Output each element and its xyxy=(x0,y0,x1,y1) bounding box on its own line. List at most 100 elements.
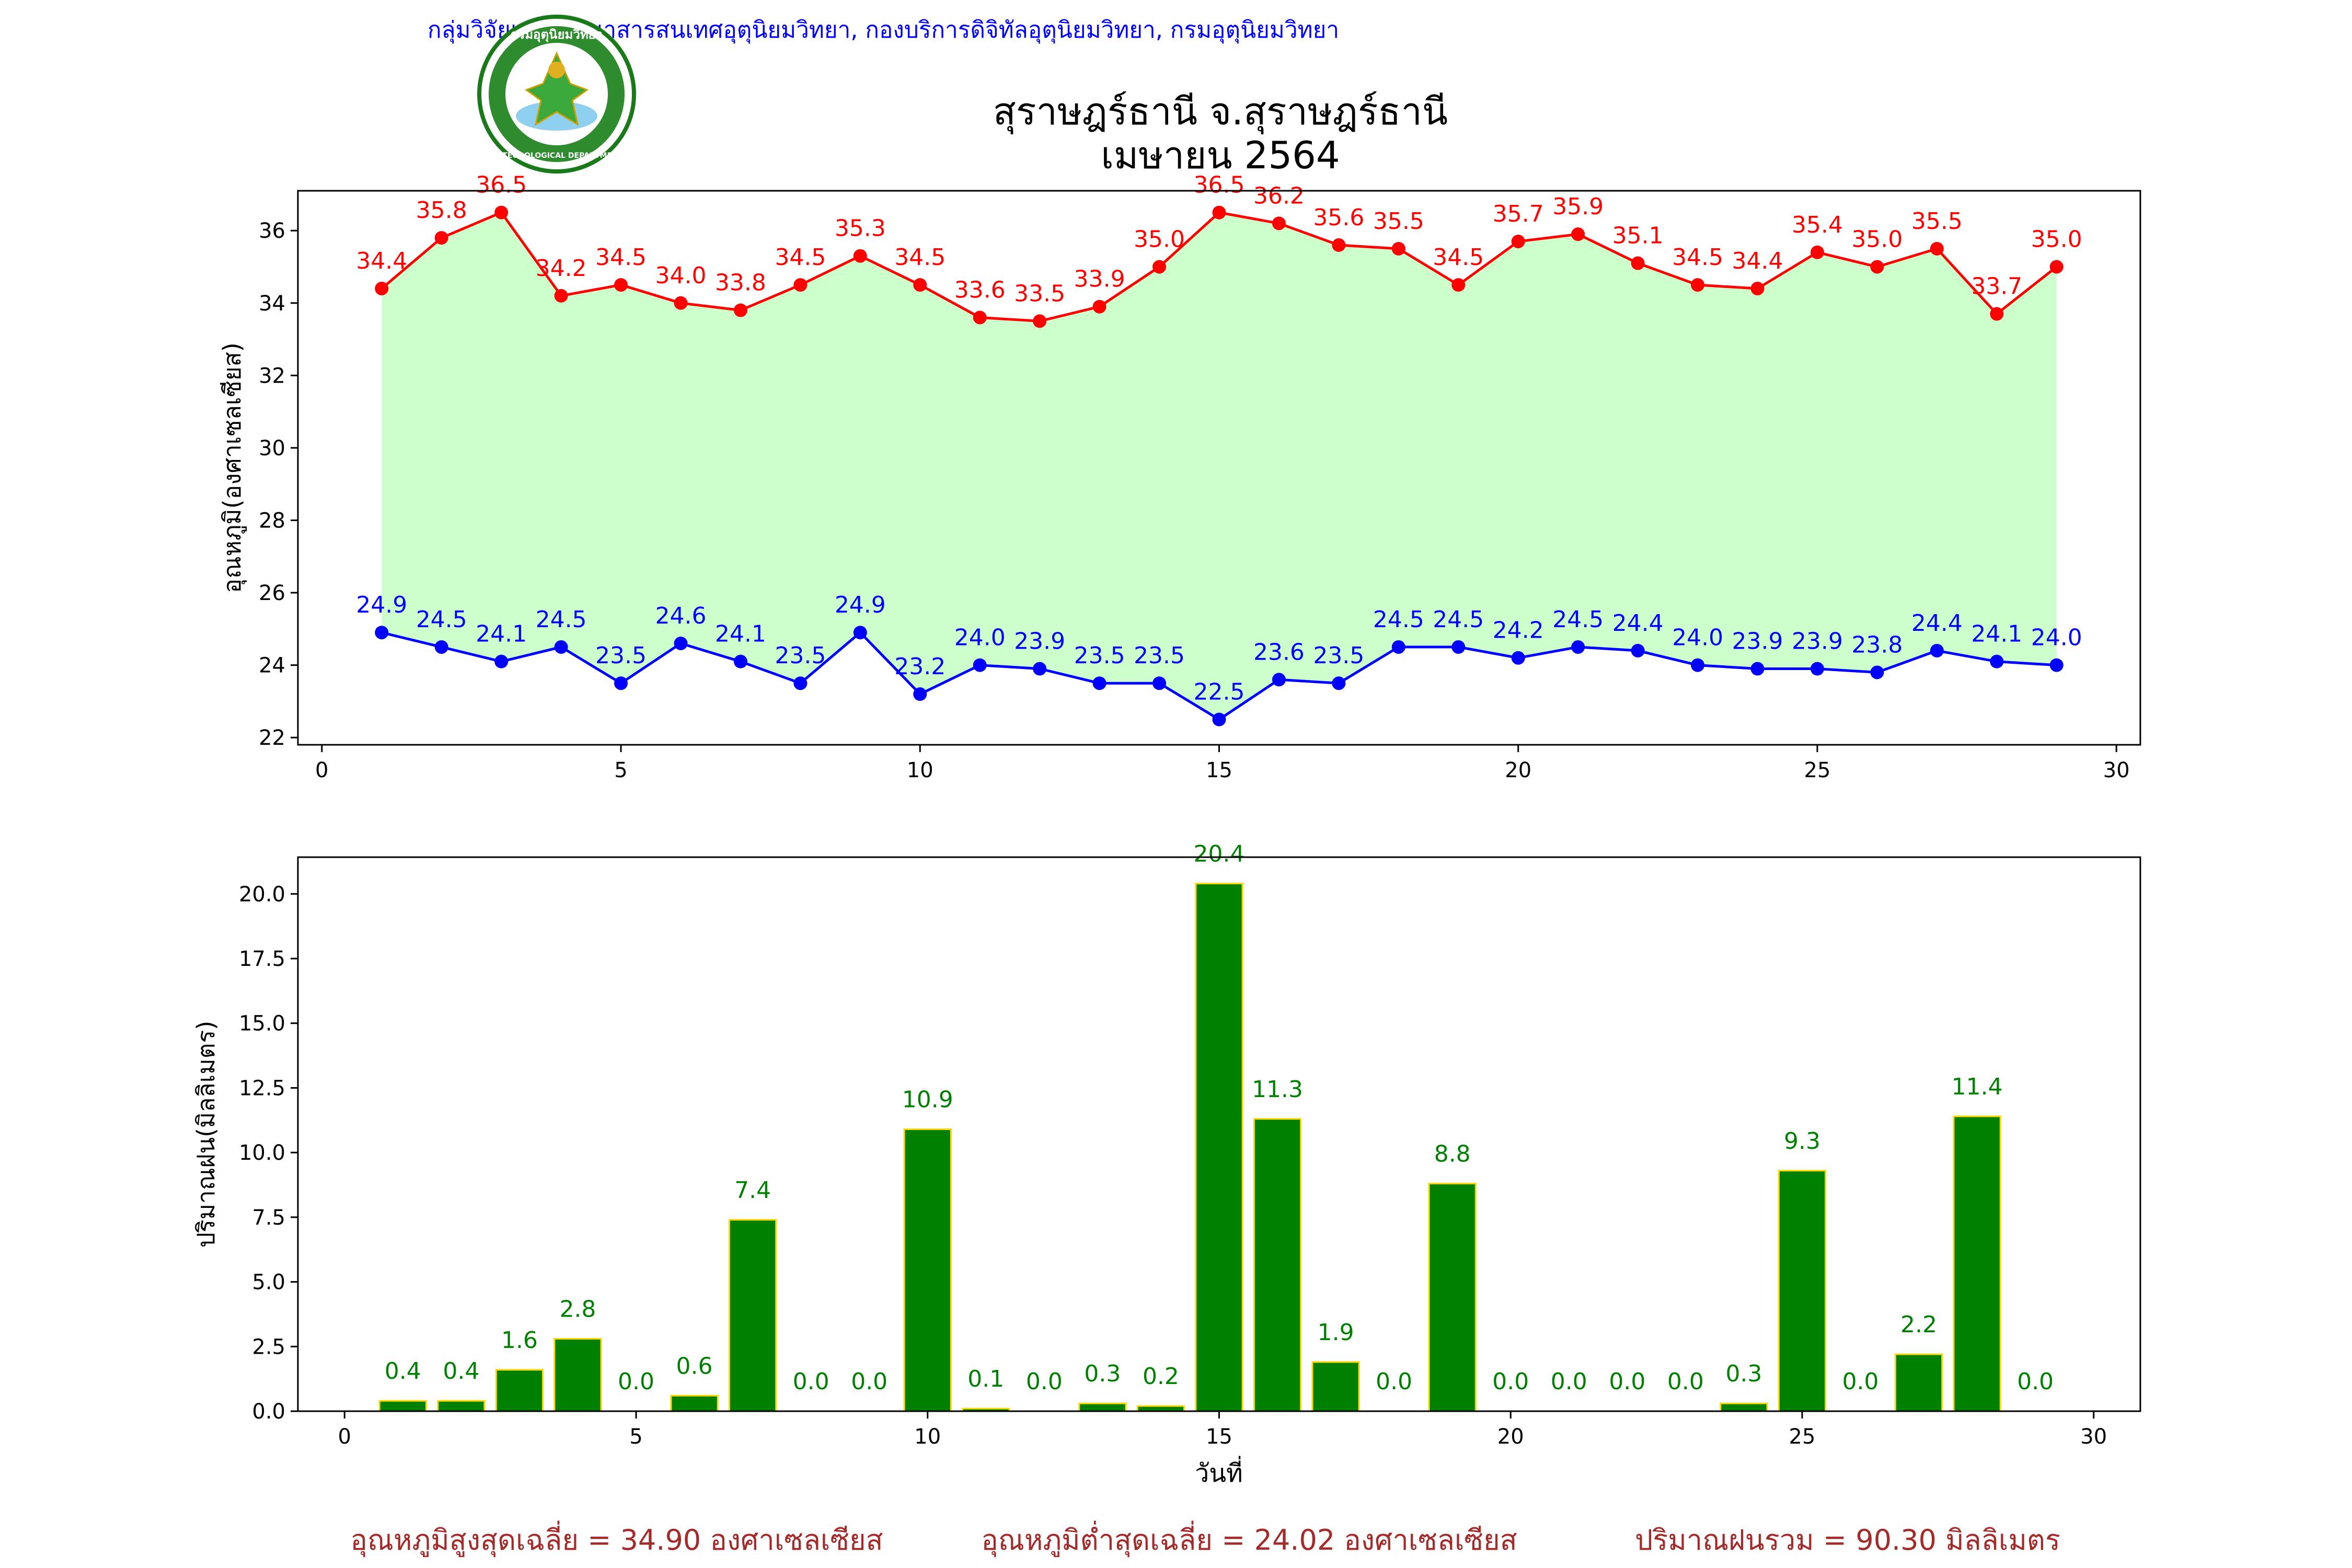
rainfall-bar xyxy=(670,1394,719,1412)
rainfall-value-label: 11.4 xyxy=(1952,1074,2003,1100)
chart-title-line2: เมษายน 2564 xyxy=(1101,133,1340,177)
min-temperature-label: 24.1 xyxy=(1971,621,2022,648)
rainfall-x-axis-label: วันที่ xyxy=(1195,1456,1242,1488)
max-temperature-label: 36.5 xyxy=(476,172,527,199)
max-temperature-point xyxy=(1451,278,1466,292)
min-temperature-point xyxy=(1451,640,1466,654)
rainfall-value-label: 10.9 xyxy=(902,1087,953,1113)
rainfall-bar xyxy=(1953,1115,2001,1412)
max-temperature-point xyxy=(733,303,747,317)
max-temperature-point xyxy=(554,289,568,303)
min-temperature-label: 24.5 xyxy=(1433,606,1484,633)
min-temperature-point xyxy=(853,626,867,640)
max-temperature-label: 33.5 xyxy=(1014,280,1065,307)
min-temperature-label: 24.5 xyxy=(416,606,467,633)
min-temperature-point xyxy=(793,676,808,690)
max-temperature-point xyxy=(1391,241,1405,256)
rainfall-value-label: 20.4 xyxy=(1194,840,1245,867)
rainfall-bar xyxy=(1253,1118,1302,1412)
logo-text-top: กรมอุตุนิยมวิทยา xyxy=(511,27,603,43)
rainfall-value-label: 11.3 xyxy=(1252,1076,1303,1103)
rainfall-value-label: 0.3 xyxy=(1084,1361,1121,1387)
max-temperature-label: 34.5 xyxy=(894,244,946,271)
rainfall-value-label: 7.4 xyxy=(734,1177,771,1204)
max-temperature-point xyxy=(2049,260,2063,274)
rainfall-value-label: 0.0 xyxy=(1609,1368,1645,1395)
rainfall-value-label: 2.8 xyxy=(559,1296,596,1322)
max-temperature-point xyxy=(1750,282,1765,296)
rainfall-bar xyxy=(1778,1170,1827,1412)
max-temperature-label: 34.5 xyxy=(595,244,647,271)
max-temperature-point xyxy=(1212,205,1226,220)
rainfall-y-tick-label: 7.5 xyxy=(252,1206,285,1230)
temperature-y-axis-label: อุณหภูมิ(องศาเซลเซียส) xyxy=(218,342,247,593)
max-temperature-point xyxy=(1691,278,1705,292)
rainfall-value-label: 0.6 xyxy=(676,1353,713,1379)
min-temperature-point xyxy=(494,654,509,668)
max-temperature-label: 35.8 xyxy=(416,197,467,224)
min-temperature-label: 23.9 xyxy=(1732,628,1783,655)
min-temperature-point xyxy=(1391,640,1405,654)
max-temperature-point xyxy=(1033,314,1047,328)
temperature-fill-area xyxy=(382,212,2057,720)
min-temperature-label: 23.9 xyxy=(1792,628,1843,655)
max-temperature-label: 36.2 xyxy=(1253,182,1305,209)
rainfall-value-label: 0.0 xyxy=(851,1368,887,1395)
rainfall-value-label: 0.4 xyxy=(443,1358,479,1385)
min-temperature-point xyxy=(1152,676,1167,690)
max-temperature-point xyxy=(1511,234,1525,248)
max-temperature-point xyxy=(614,278,628,292)
rainfall-value-label: 1.9 xyxy=(1318,1319,1354,1346)
temperature-y-tick-label: 34 xyxy=(259,292,285,316)
min-temperature-label: 24.1 xyxy=(715,621,766,648)
max-temperature-label: 35.0 xyxy=(2031,226,2082,252)
max-temperature-point xyxy=(494,205,509,220)
min-temperature-point xyxy=(1691,658,1705,672)
chart-title-line1: สุราษฎร์ธานี จ.สุราษฎร์ธานี xyxy=(993,89,1448,134)
rainfall-value-label: 0.2 xyxy=(1143,1363,1179,1390)
logo-text-bottom: METEOROLOGICAL DEPARTMENT xyxy=(490,152,624,160)
temperature-data-labels: 34.4 35.8 36.5 34.2 34.5 34.0 33.8 34.5 35.3 34.5… xyxy=(356,172,2082,706)
min-temperature-label: 24.6 xyxy=(655,603,706,629)
temperature-chart: 34.4 35.8 36.5 34.2 34.5 34.0 33.8 34.5 35.3 34.5… xyxy=(218,172,2141,782)
min-temperature-point xyxy=(1870,665,1884,679)
min-temperature-label: 24.1 xyxy=(476,621,527,648)
max-temperature-label: 35.5 xyxy=(1373,208,1424,235)
rainfall-x-tick-label: 30 xyxy=(2080,1425,2107,1449)
min-temperature-point xyxy=(1033,662,1047,676)
min-temperature-point xyxy=(434,640,448,654)
summary-avg-max: อุณหภูมิสูงสุดเฉลี่ย = 34.90 องศาเซลเซีย… xyxy=(350,1520,883,1558)
temperature-y-tick-label: 30 xyxy=(259,436,285,460)
max-temperature-point xyxy=(1152,260,1167,274)
rainfall-bar xyxy=(1078,1402,1127,1412)
rainfall-value-label: 0.4 xyxy=(385,1358,421,1385)
min-temperature-label: 23.8 xyxy=(1851,631,1903,658)
temperature-y-tick-label: 22 xyxy=(259,726,285,750)
min-temperature-point xyxy=(1511,651,1525,665)
temperature-points xyxy=(375,205,2063,727)
temperature-x-tick-label: 15 xyxy=(1206,758,1232,782)
rainfall-x-tick-label: 10 xyxy=(914,1425,941,1449)
max-temperature-label: 33.7 xyxy=(1971,273,2022,300)
max-temperature-point xyxy=(1272,216,1286,230)
max-temperature-point xyxy=(973,310,987,325)
temperature-y-tick-label: 36 xyxy=(259,219,285,243)
temperature-y-tick-label: 32 xyxy=(259,364,285,388)
max-temperature-label: 35.6 xyxy=(1313,204,1364,231)
rainfall-bar xyxy=(1720,1402,1768,1412)
min-temperature-label: 24.2 xyxy=(1493,617,1544,644)
rainfall-bar xyxy=(554,1338,602,1412)
rainfall-y-tick-label: 2.5 xyxy=(252,1335,285,1359)
max-temperature-point xyxy=(1870,260,1884,274)
rainfall-y-tick-label: 0.0 xyxy=(252,1400,285,1424)
min-temperature-point xyxy=(1750,662,1765,676)
min-temperature-point xyxy=(614,676,628,690)
max-temperature-point xyxy=(1571,227,1585,241)
max-temperature-point xyxy=(375,282,389,296)
max-temperature-point xyxy=(1332,238,1346,252)
max-temperature-label: 35.7 xyxy=(1493,201,1544,227)
max-temperature-label: 35.5 xyxy=(1911,208,1963,235)
max-temperature-label: 34.2 xyxy=(536,255,587,282)
rainfall-value-label: 1.6 xyxy=(501,1327,538,1354)
min-temperature-label: 23.5 xyxy=(1313,642,1364,669)
